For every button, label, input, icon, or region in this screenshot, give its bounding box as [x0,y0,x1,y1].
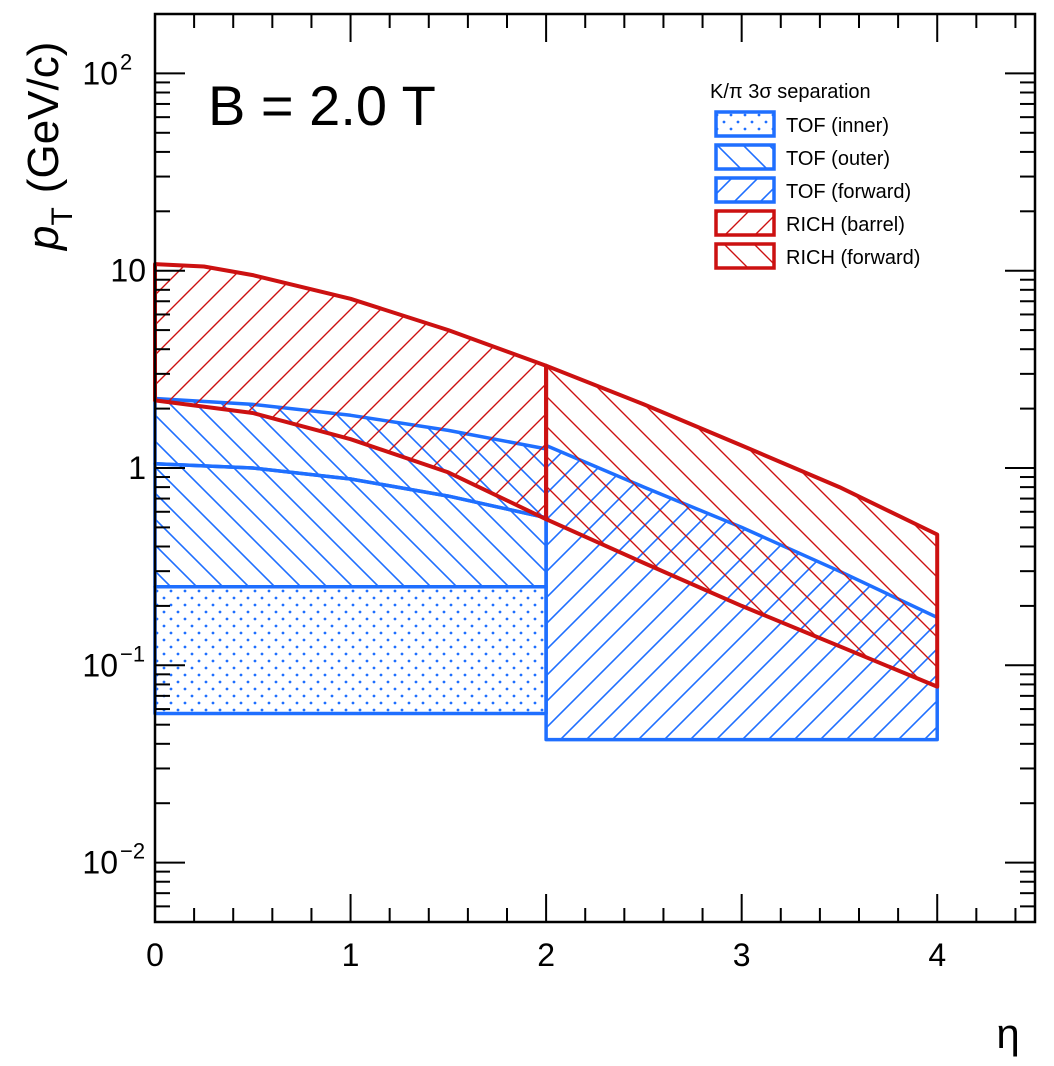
y-tick-label: 10 [82,55,118,91]
y-tick-label: 10 [82,845,118,881]
regions-layer [153,262,940,742]
x-tick-label: 1 [342,937,360,973]
region-rich-forward [544,363,940,689]
y-axis-title-unit: (GeV/c) [19,42,68,194]
x-axis-title: η [996,1010,1019,1057]
legend-label-rich-barrel: RICH (barrel) [786,214,905,236]
y-tick-label: 10 [110,253,146,289]
y-axis-title-p: p [19,226,68,252]
x-tick-label: 4 [928,937,946,973]
field-annotation: B = 2.0 T [208,74,436,137]
legend-swatch-rich-forward [714,242,776,270]
y-axis-title-sub: T [46,207,79,225]
y-tick-label: 10 [82,647,118,683]
y-axis-title: pT (GeV/c) [19,42,79,252]
y-tick-exponent: −1 [120,641,145,666]
y-tick-label: 1 [128,450,146,486]
y-tick-exponent: 2 [120,49,132,74]
legend-swatch-rich-barrel [714,209,776,237]
legend-label-tof-outer: TOF (outer) [786,148,890,170]
legend-swatch-tof-inner [714,110,776,138]
legend-label-rich-forward: RICH (forward) [786,247,920,269]
legend-title: K/π 3σ separation [710,81,871,103]
y-tick-exponent: −2 [120,839,145,864]
legend-label-tof-inner: TOF (inner) [786,115,889,137]
x-tick-label: 3 [733,937,751,973]
legend-swatch-tof-forward [714,176,776,204]
x-tick-label: 0 [146,937,164,973]
legend: K/π 3σ separation TOF (inner) TOF (outer)… [710,81,920,270]
x-tick-label: 2 [537,937,555,973]
region-tof-inner [153,585,548,716]
legend-swatch-tof-outer [714,143,776,171]
svg-text:pT(GeV/c): pT (GeV/c) [19,42,79,252]
legend-label-tof-forward: TOF (forward) [786,181,911,203]
axis-ticks [154,13,1035,923]
